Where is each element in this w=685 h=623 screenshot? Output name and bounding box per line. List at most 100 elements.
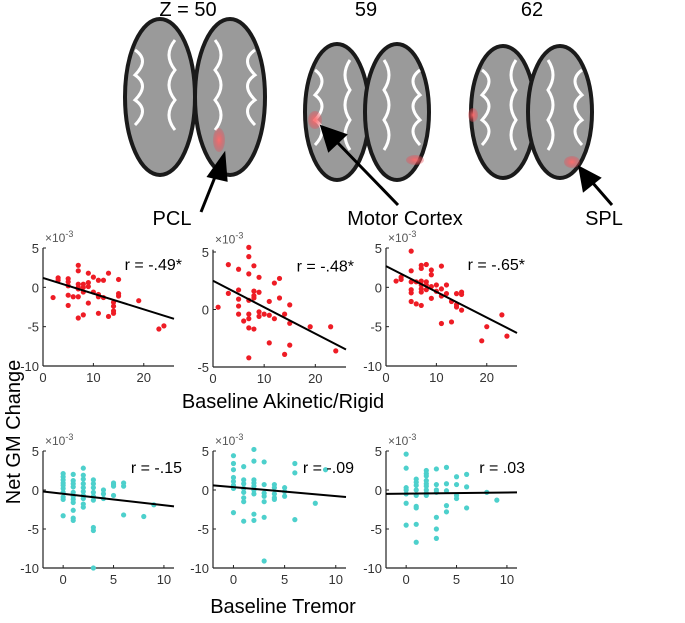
- data-point: [443, 488, 450, 494]
- data-point: [408, 298, 414, 305]
- x-tick-label: 10: [157, 572, 171, 587]
- correlation-label: r = .03: [479, 460, 525, 477]
- data-point: [261, 311, 267, 317]
- data-point: [121, 512, 127, 518]
- data-point: [70, 499, 76, 506]
- data-point: [230, 453, 237, 459]
- data-point: [271, 316, 277, 322]
- data-point: [266, 312, 272, 318]
- x-tick-label: 5: [281, 572, 288, 587]
- data-point: [70, 294, 76, 300]
- y-tick-label: 5: [375, 241, 382, 256]
- data-point: [433, 282, 439, 288]
- data-point: [241, 499, 247, 505]
- data-point: [453, 481, 460, 488]
- y-axis-label: Net GM Change: [3, 360, 25, 505]
- data-point: [65, 302, 71, 309]
- data-point: [95, 310, 102, 316]
- regression-line: [42, 490, 175, 508]
- data-point: [276, 275, 283, 282]
- data-point: [90, 485, 96, 491]
- data-point: [479, 338, 485, 344]
- data-point: [110, 303, 117, 309]
- y-tick-label: 0: [375, 280, 382, 295]
- data-point: [312, 500, 318, 506]
- data-point: [282, 311, 288, 317]
- data-point: [75, 268, 81, 274]
- data-point: [70, 507, 76, 513]
- data-point: [282, 485, 288, 491]
- correlation-label: r = -.49*: [125, 257, 182, 274]
- data-point: [241, 464, 247, 470]
- data-point: [453, 291, 460, 297]
- y-tick-label: -10: [20, 561, 39, 576]
- data-point: [428, 272, 434, 278]
- data-point: [256, 313, 262, 319]
- region-label-pcl: PCL: [153, 208, 192, 230]
- data-point: [292, 470, 298, 476]
- y-tick-label: 5: [202, 444, 209, 459]
- data-point: [438, 320, 445, 327]
- data-point: [428, 295, 434, 301]
- data-point: [80, 284, 86, 290]
- y-tick-label: 5: [202, 245, 209, 260]
- data-point: [141, 513, 147, 520]
- data-point: [292, 517, 298, 523]
- x-tick-label: 20: [137, 370, 151, 385]
- data-point: [443, 481, 450, 487]
- data-point: [413, 521, 419, 527]
- data-point: [328, 324, 334, 330]
- data-point: [413, 301, 419, 307]
- data-point: [80, 312, 86, 318]
- correlation-label: r = -.65*: [468, 257, 525, 274]
- data-point: [85, 280, 91, 286]
- data-point: [464, 505, 470, 511]
- data-point: [261, 558, 267, 564]
- y-tick-label: -5: [197, 522, 209, 537]
- data-point: [251, 483, 257, 489]
- data-point: [80, 476, 86, 482]
- data-point: [241, 318, 247, 324]
- regression-line: [42, 276, 175, 320]
- data-point: [251, 511, 257, 517]
- data-point: [251, 263, 257, 269]
- data-point: [398, 276, 404, 283]
- data-point: [246, 311, 252, 317]
- data-point: [105, 270, 112, 276]
- data-point: [80, 472, 86, 478]
- data-point: [225, 262, 231, 268]
- y-tick-label: -10: [363, 561, 382, 576]
- data-point: [156, 326, 162, 332]
- axis-multiplier: ×10-3: [215, 432, 243, 448]
- data-point: [413, 539, 419, 545]
- activation-blob: [564, 156, 580, 168]
- data-point: [100, 277, 107, 283]
- data-point: [261, 481, 267, 488]
- data-point: [235, 296, 242, 302]
- x-tick-label: 10: [429, 370, 443, 385]
- scatter-plot-5: 0 5 10 5 0 -5 -10 ×10-3 r = -.09: [190, 432, 354, 587]
- brain-slice-z50: [123, 17, 267, 177]
- data-point: [438, 263, 445, 269]
- data-point: [241, 518, 247, 524]
- x-tick-label: 10: [257, 371, 271, 386]
- scatter-plot-3: 0 10 20 5 0 -5 -10 ×10-3 r = -.65*: [363, 229, 525, 385]
- y-tick-label: -5: [27, 320, 39, 335]
- y-tick-label: 0: [202, 483, 209, 498]
- data-point: [246, 271, 252, 277]
- data-point: [458, 307, 465, 313]
- regression-line: [385, 491, 518, 495]
- data-point: [75, 315, 81, 321]
- data-point: [403, 451, 409, 457]
- data-point: [251, 491, 257, 497]
- data-point: [80, 465, 86, 471]
- region-label-spl: SPL: [585, 208, 623, 230]
- data-point: [50, 294, 56, 301]
- data-point: [251, 288, 257, 294]
- data-point: [75, 294, 81, 300]
- data-point: [90, 481, 96, 487]
- data-point: [271, 491, 277, 497]
- data-point: [85, 270, 91, 276]
- data-point: [413, 487, 419, 493]
- arrow-spl: [590, 181, 614, 206]
